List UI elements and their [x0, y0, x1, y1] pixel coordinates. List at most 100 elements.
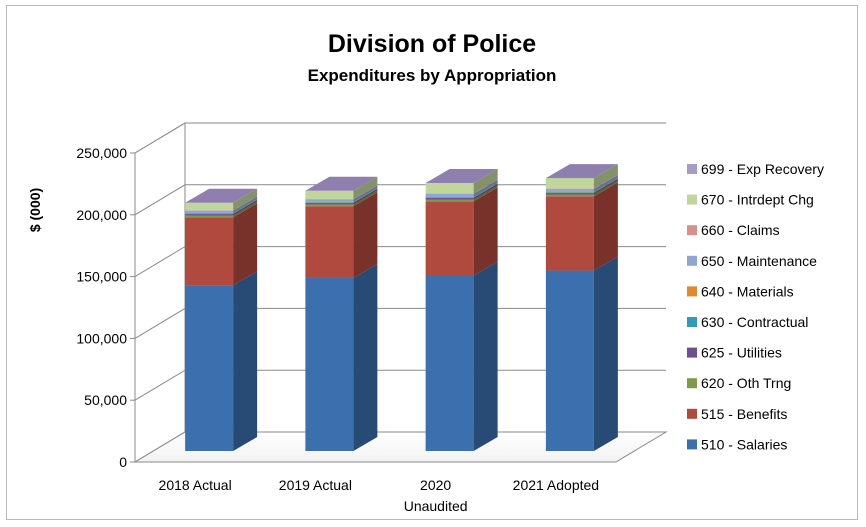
gridline — [134, 246, 666, 278]
legend-item: 515 - Benefits — [687, 406, 787, 422]
bar-segment-front — [425, 183, 474, 194]
bar-segment-front — [305, 202, 354, 203]
legend-item: 650 - Maintenance — [687, 253, 817, 269]
bar-segment-side — [593, 180, 618, 197]
gridline — [134, 431, 666, 463]
y-tick-label: 0 — [119, 454, 127, 470]
legend: 699 - Exp Recovery 670 - Intrdept Chg 660 … — [687, 161, 824, 452]
bar-segment-side — [473, 183, 498, 198]
bar-segment-side — [353, 190, 378, 207]
gridline — [134, 184, 666, 216]
bar-segment-front — [425, 199, 474, 202]
y-tick-label: 100,000 — [76, 330, 127, 346]
bar-segment-side — [353, 176, 378, 200]
legend-label: 699 - Exp Recovery — [701, 161, 824, 177]
x-axis-ticks: 2018 Actual 2019 Actual 2020 Unaudited 2021 … — [159, 477, 600, 514]
bar-segment-side — [353, 263, 378, 451]
y-axis-label: $ (000) — [27, 188, 43, 232]
chart-title: Division of Police — [328, 30, 536, 58]
legend-label: 640 - Materials — [701, 283, 794, 299]
bar-segment-side — [473, 261, 498, 451]
bar-segment-front — [545, 270, 594, 451]
gridline — [134, 122, 666, 154]
bar-segment-side — [473, 183, 498, 198]
legend-item: 510 - Salaries — [687, 436, 787, 452]
bar-segment-front — [425, 197, 474, 198]
y-axis-ticks: 0 50,000 100,000 150,000 200,000 250,000 — [76, 145, 136, 470]
legend-label: 670 - Intrdept Chg — [701, 192, 814, 208]
bar-segment-side — [593, 174, 618, 189]
legend-item: 670 - Intrdept Chg — [687, 192, 814, 208]
bar-segment-side — [233, 200, 258, 216]
gridline — [134, 307, 666, 339]
bar-top — [545, 164, 618, 179]
side-wall — [134, 122, 186, 463]
bar-top — [305, 176, 378, 191]
bar-segment-front — [305, 204, 354, 207]
legend-swatch — [687, 347, 697, 358]
bar-segment-side — [473, 185, 498, 202]
bar-segment-front — [305, 190, 354, 200]
bar-segment-front — [425, 193, 474, 198]
bar-segment-front — [305, 199, 354, 202]
bar-stack — [185, 188, 258, 451]
legend-label: 660 - Claims — [701, 222, 780, 238]
bar-segment-side — [473, 179, 498, 198]
bar-segment-side — [233, 196, 258, 214]
x-tick-label: 2019 Actual — [279, 477, 352, 493]
bar-segment-side — [353, 187, 378, 203]
legend-swatch — [687, 439, 697, 450]
bar-segment-side — [593, 179, 618, 195]
bar-segment-front — [545, 178, 594, 189]
bar-segment-side — [353, 188, 378, 205]
bar-segment-front — [305, 206, 354, 278]
bar-segment-front — [185, 214, 234, 216]
bar-segment-front — [425, 275, 474, 451]
bar-segment-side — [353, 185, 378, 202]
bar-segment-side — [593, 182, 618, 271]
bar-segment-side — [353, 192, 378, 278]
legend-item: 630 - Contractual — [687, 314, 808, 330]
chart-subtitle: Expenditures by Appropriation — [308, 66, 557, 85]
bar-segment-side — [233, 196, 258, 211]
legend-item: 660 - Claims — [687, 222, 780, 238]
bar-stack — [425, 169, 498, 451]
bar-segment-front — [185, 210, 234, 214]
bar-segment-side — [233, 203, 258, 286]
bar-segment-side — [353, 188, 378, 203]
bar-stack — [305, 176, 378, 451]
legend-label: 515 - Benefits — [701, 406, 787, 422]
legend-item: 699 - Exp Recovery — [687, 161, 824, 177]
bar-segment-front — [185, 215, 234, 218]
bar-stack — [545, 164, 618, 451]
legend-label: 630 - Contractual — [701, 314, 808, 330]
bar-segment-front — [185, 202, 234, 211]
bar-segment-front — [185, 217, 234, 286]
bar-segment-front — [185, 285, 234, 451]
bars — [185, 164, 618, 451]
legend-swatch — [687, 225, 697, 236]
bar-segment-front — [425, 197, 474, 200]
legend-item: 625 - Utilities — [687, 345, 782, 361]
x-tick-label-line2: Unaudited — [404, 498, 468, 514]
bar-segment-side — [593, 256, 618, 451]
x-tick-label: 2020 — [420, 477, 451, 493]
bar-segment-side — [593, 178, 618, 194]
bar-segment-side — [353, 185, 378, 200]
x-tick-label: 2018 Actual — [159, 477, 232, 493]
bar-segment-side — [233, 188, 258, 211]
y-tick-label: 50,000 — [84, 392, 127, 408]
bar-top — [185, 188, 258, 203]
bar-segment-front — [305, 277, 354, 451]
legend-swatch — [687, 164, 697, 174]
gridlines — [134, 122, 666, 463]
bar-segment-front — [425, 201, 474, 276]
bar-top — [425, 169, 498, 184]
y-tick-label: 200,000 — [76, 207, 127, 223]
bar-segment-front — [545, 194, 594, 197]
bar-segment-side — [593, 174, 618, 193]
legend-item: 620 - Oth Trng — [687, 375, 791, 391]
bar-segment-side — [473, 187, 498, 276]
legend-item: 640 - Materials — [687, 283, 794, 299]
legend-swatch — [687, 378, 697, 389]
